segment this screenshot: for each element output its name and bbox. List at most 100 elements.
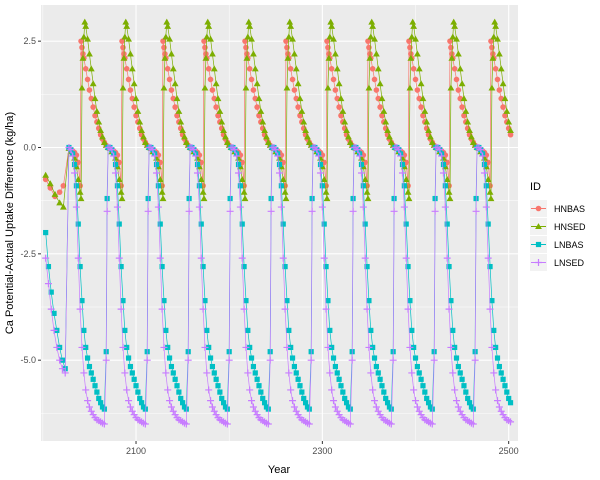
data-point [369,386,377,394]
data-point [122,18,130,25]
data-point [198,221,204,227]
data-point [320,254,328,262]
data-point [243,54,251,61]
data-point [124,344,130,351]
data-point [379,112,385,119]
data-point [123,22,131,29]
data-point [56,199,64,206]
data-point [79,44,85,51]
data-point [336,104,342,110]
data-point [67,146,75,154]
data-point [125,355,132,361]
data-point [199,305,207,313]
data-point [346,420,354,428]
data-point [494,76,501,83]
data-point [496,87,503,93]
data-point [454,50,462,57]
data-point [412,355,419,361]
data-point [389,356,397,364]
data-point [46,180,54,187]
data-point [200,264,206,270]
data-point [196,183,202,189]
data-point [242,38,248,44]
data-point [219,395,225,402]
data-point [502,383,508,389]
data-point [185,207,193,215]
data-point [492,386,500,394]
data-point [112,161,119,168]
data-point [455,87,462,93]
data-point [73,183,80,189]
data-point [100,420,108,428]
data-point [327,18,335,25]
data-point [287,66,294,72]
data-point [200,195,208,202]
data-point [140,133,147,140]
legend-label: LNSED [554,258,585,268]
data-point [414,363,420,370]
data-point [495,50,503,57]
data-point [212,80,220,87]
data-point [279,254,287,262]
data-point [258,389,264,395]
data-point [477,146,485,154]
data-point [363,305,371,313]
data-point [307,356,315,364]
legend-key-marker [535,241,542,248]
data-point [60,182,67,189]
data-point [458,80,466,87]
data-point [163,327,169,334]
data-point [168,363,175,370]
data-point [373,87,380,93]
data-point [197,176,205,182]
data-point [370,344,376,351]
data-point [80,33,88,40]
data-point [492,22,500,29]
data-point [218,118,226,125]
data-point [399,161,406,168]
data-point [420,383,426,389]
data-point [369,22,377,29]
data-point [164,66,171,72]
data-point [214,95,222,102]
data-point [368,327,374,334]
data-point [287,386,295,394]
data-point [488,343,496,351]
data-point [255,95,263,102]
data-point [286,327,292,334]
data-point [302,400,309,406]
data-point [166,35,173,42]
data-point [143,356,151,364]
data-point [102,356,110,364]
data-point [406,343,414,351]
data-point [85,403,93,411]
data-point [408,33,416,40]
legend-key-marker [535,259,542,266]
data-point [414,87,421,93]
data-point [115,176,123,182]
data-point [302,127,309,134]
data-point [490,33,498,40]
data-point [201,38,207,44]
data-point [84,35,91,42]
data-point [206,344,212,351]
data-point [492,66,499,72]
data-point [222,133,229,140]
data-point [276,169,283,177]
data-point [494,35,501,42]
data-point [120,44,126,51]
data-point [114,183,120,189]
data-point [217,389,223,395]
data-point [384,127,391,134]
x-tick-label: 2500 [499,446,519,456]
data-point [248,35,255,42]
data-point [240,188,248,195]
data-point [195,203,203,211]
data-point [487,195,495,202]
data-point [378,95,386,102]
data-point [260,395,266,402]
data-point [343,127,350,134]
data-point [119,38,125,44]
data-point [279,176,287,182]
legend-key-marker [535,205,542,212]
